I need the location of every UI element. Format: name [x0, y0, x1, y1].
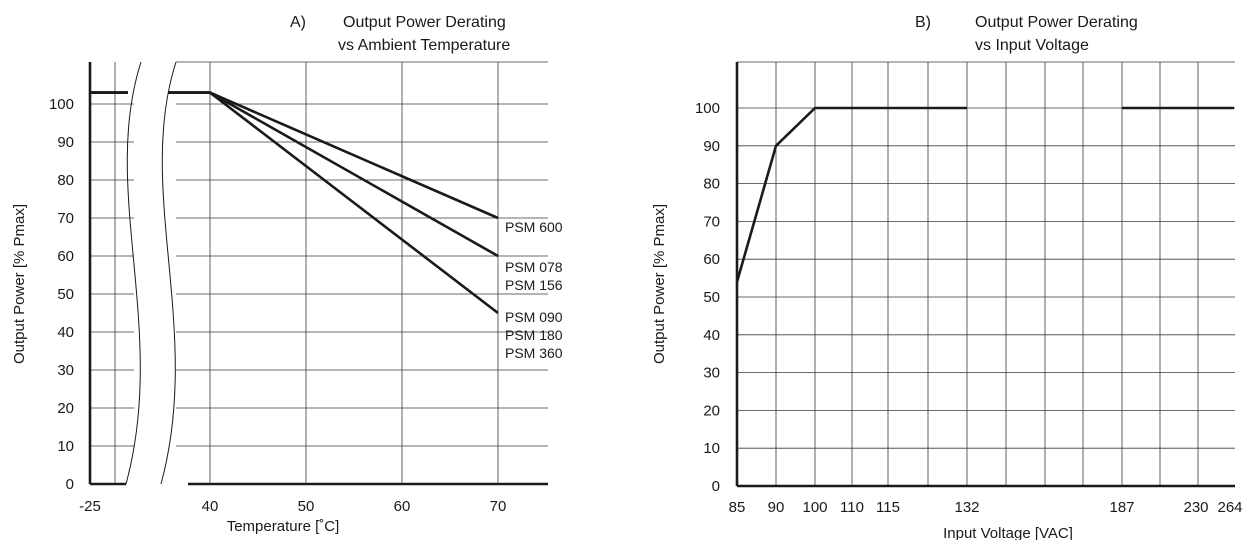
chart-a-axis-break-right	[160, 61, 177, 485]
chart-a-y-tick-label: 40	[57, 324, 74, 341]
chart-b-x-axis-label: Input Voltage [VAC]	[943, 525, 1073, 540]
chart-b-series-1-line	[735, 106, 967, 283]
chart-b-y-tick-label: 100	[695, 100, 720, 117]
chart-a-series-2-line	[168, 91, 499, 258]
chart-a-series	[90, 91, 499, 315]
chart-a-axes	[88, 61, 548, 486]
chart-b-series	[735, 106, 1234, 283]
chart-a-y-tick-label: 30	[57, 362, 74, 379]
chart-b-y-tick-label: 20	[703, 402, 720, 419]
chart-b-y-tick-labels: 0 10 20 30 40 50 60 70 80 90 100	[695, 100, 720, 495]
chart-a-series-3-line	[168, 91, 499, 315]
chart-a-x-tick-label: 40	[202, 498, 219, 515]
chart-b-y-tick-label: 80	[703, 176, 720, 193]
chart-b-x-tick-label: 90	[768, 499, 785, 516]
chart-a-series-label: PSM 180	[505, 327, 563, 343]
chart-a-x-axis-label: Temperature [˚C]	[227, 518, 340, 535]
chart-b-grid	[737, 61, 1235, 486]
chart-a-y-tick-label: 0	[66, 476, 74, 493]
chart-a-y-tick-label: 80	[57, 172, 74, 189]
chart-b-x-tick-label: 187	[1109, 499, 1134, 516]
chart-b-title: Output Power Derating	[975, 14, 1138, 31]
chart-a-temperature-derating: A) Output Power Derating vs Ambient Temp…	[11, 14, 563, 535]
chart-a-x-tick-label: -25	[79, 498, 101, 515]
chart-b-panel-letter: B)	[915, 14, 931, 31]
chart-b-y-tick-label: 60	[703, 251, 720, 268]
chart-a-x-tick-label: 70	[490, 498, 507, 515]
chart-b-x-tick-label: 110	[840, 499, 864, 516]
chart-b-y-tick-label: 90	[703, 138, 720, 155]
chart-a-y-tick-label: 100	[49, 96, 74, 113]
chart-b-x-tick-label: 100	[802, 499, 827, 516]
chart-a-series-label: PSM 078	[505, 259, 563, 275]
chart-b-x-tick-label: 230	[1183, 499, 1208, 516]
chart-b-subtitle: vs Input Voltage	[975, 37, 1089, 54]
chart-a-subtitle: vs Ambient Temperature	[338, 37, 510, 54]
chart-b-y-tick-label: 50	[703, 289, 720, 306]
chart-b-y-tick-label: 0	[712, 478, 720, 495]
chart-b-x-tick-label: 115	[876, 499, 900, 516]
chart-a-series-labels: PSM 600 PSM 078 PSM 156 PSM 090 PSM 180 PSM 3…	[505, 219, 563, 361]
chart-a-x-tick-label: 50	[298, 498, 315, 515]
chart-a-x-tick-labels: -25 40 50 60 70	[79, 498, 506, 515]
chart-a-series-label: PSM 090	[505, 309, 563, 325]
chart-b-voltage-derating: B) Output Power Derating vs Input Voltag…	[651, 14, 1243, 540]
chart-b-y-axis-label: Output Power [% Pmax]	[651, 204, 668, 364]
chart-b-y-tick-label: 10	[703, 440, 720, 457]
chart-a-series-1-line	[168, 91, 499, 220]
chart-b-x-tick-labels: 85 90 100 110 115 132 187 230 264	[729, 499, 1243, 516]
chart-a-series-label: PSM 360	[505, 345, 563, 361]
chart-b-y-tick-label: 40	[703, 327, 720, 344]
chart-a-y-tick-label: 70	[57, 210, 74, 227]
chart-a-panel-letter: A)	[290, 14, 306, 31]
chart-b-x-tick-label: 132	[954, 499, 979, 516]
chart-a-y-tick-labels: 0 10 20 30 40 50 60 70 80 90 100	[49, 96, 74, 493]
chart-a-y-tick-label: 50	[57, 286, 74, 303]
chart-b-y-tick-label: 30	[703, 365, 720, 382]
chart-a-series-label: PSM 600	[505, 219, 563, 235]
chart-b-axes	[735, 62, 1235, 488]
chart-a-y-tick-label: 60	[57, 248, 74, 265]
chart-a-y-axis-label: Output Power [% Pmax]	[11, 204, 28, 364]
chart-a-y-tick-label: 90	[57, 134, 74, 151]
chart-a-title: Output Power Derating	[343, 14, 506, 31]
chart-a-grid	[90, 61, 548, 484]
chart-a-y-tick-label: 10	[57, 438, 74, 455]
chart-a-axis-break-left	[125, 61, 142, 485]
chart-a-y-tick-label: 20	[57, 400, 74, 417]
chart-a-series-label: PSM 156	[505, 277, 563, 293]
chart-b-x-tick-label: 264	[1217, 499, 1242, 516]
chart-a-x-tick-label: 60	[394, 498, 411, 515]
chart-b-x-tick-label: 85	[729, 499, 746, 516]
chart-b-y-tick-label: 70	[703, 213, 720, 230]
